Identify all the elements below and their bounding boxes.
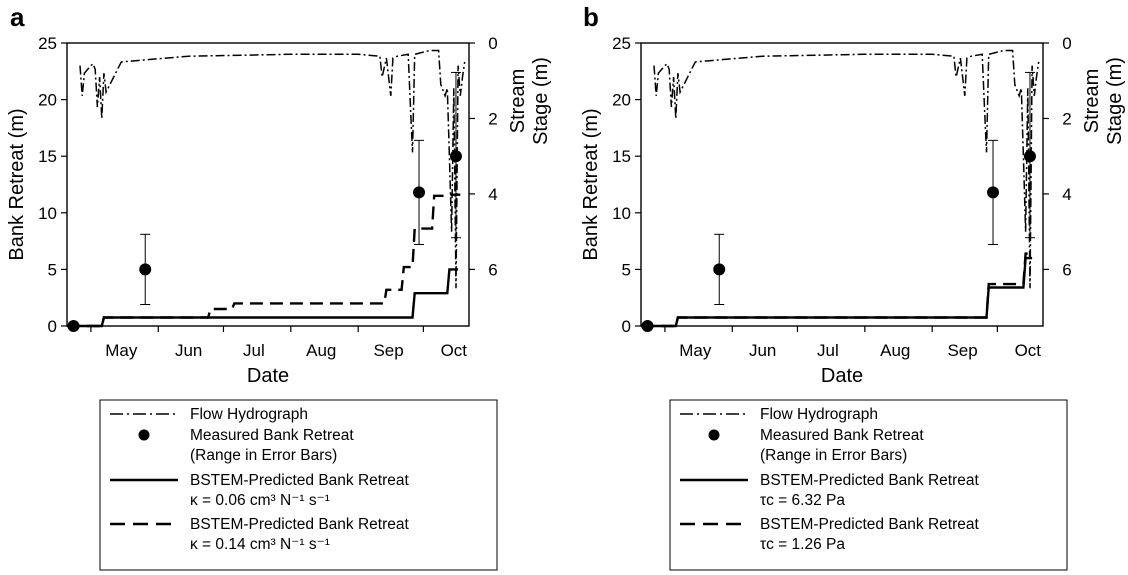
legend-label: BSTEM-Predicted Bank Retreat (760, 472, 980, 489)
legend: Flow Hydrograph Measured Bank Retreat (Ran… (669, 399, 1068, 571)
legend-label: BSTEM-Predicted Bank Retreat (190, 472, 410, 489)
y2-tick-label: 2 (488, 109, 497, 128)
panel-label: b (583, 2, 599, 32)
y-tick-label: 5 (622, 260, 631, 279)
plot-frame (640, 42, 1044, 327)
legend-label: Flow Hydrograph (760, 406, 878, 423)
legend-box (99, 399, 498, 571)
chart-panel-a: a 0 5 10 15 20 25 0 2 4 6 May Jun Jul Aug Sep Oct Date Ban… (6, 2, 552, 571)
x-axis-label: Date (821, 365, 863, 387)
legend-label: BSTEM-Predicted Bank Retreat (760, 516, 980, 533)
x-tick-label: May (679, 341, 712, 360)
y2-tick-label: 6 (1062, 260, 1071, 279)
legend-label: Measured Bank Retreat (760, 427, 924, 444)
y-tick-label: 0 (622, 317, 631, 336)
x-tick-label: Jul (243, 341, 265, 360)
legend: Flow Hydrograph Measured Bank Retreat (Ran… (99, 399, 498, 571)
y-tick-label: 20 (38, 91, 57, 110)
measured-point (449, 150, 462, 163)
x-tick-label: Jun (175, 341, 202, 360)
x-tick-label: Aug (306, 341, 336, 360)
legend-label: κ = 0.06 cm³ N⁻¹ s⁻¹ (190, 492, 330, 509)
series-line-dash (67, 193, 461, 328)
legend-label: BSTEM-Predicted Bank Retreat (190, 516, 410, 533)
y2-axis-label: Stage (m) (530, 57, 552, 145)
series-line-dash-dot (653, 49, 1040, 289)
y-tick-label: 0 (48, 317, 57, 336)
y2-tick-label: 0 (488, 34, 497, 53)
y-tick-label: 10 (38, 204, 57, 223)
measured-point (1023, 150, 1036, 163)
panel-label: a (10, 2, 25, 32)
measured-point (413, 186, 426, 199)
chart-panel-b: b 0 5 10 15 20 25 0 2 4 6 May Jun Jul Aug Sep Oct Date Ban… (580, 2, 1126, 571)
x-tick-label: Jun (749, 341, 776, 360)
x-tick-label: Jul (817, 341, 839, 360)
y2-tick-label: 2 (1062, 109, 1071, 128)
y-tick-label: 15 (612, 147, 631, 166)
legend-box (669, 399, 1068, 571)
y-tick-label: 5 (48, 260, 57, 279)
y-tick-label: 25 (612, 34, 631, 53)
y-tick-label: 15 (38, 147, 57, 166)
measured-point (713, 263, 726, 276)
x-tick-label: Sep (947, 341, 977, 360)
legend-label: τc = 6.32 Pa (760, 492, 845, 509)
x-tick-label: Oct (441, 341, 468, 360)
x-tick-label: Aug (880, 341, 910, 360)
legend-marker (138, 429, 150, 441)
y-tick-label: 20 (612, 91, 631, 110)
y-axis-label: Bank Retreat (m) (580, 108, 602, 260)
measured-point (641, 320, 654, 332)
y2-axis-label: Stage (m) (1104, 57, 1126, 145)
series-line-dash (641, 252, 1033, 328)
legend-label: Measured Bank Retreat (190, 427, 354, 444)
series-line-dash-dot (79, 49, 466, 289)
plot-frame (66, 42, 470, 327)
legend-label: κ = 0.14 cm³ N⁻¹ s⁻¹ (190, 536, 330, 553)
y2-tick-label: 4 (1062, 185, 1071, 204)
legend-label: (Range in Error Bars) (760, 447, 907, 464)
series-line-solid (67, 268, 459, 328)
y2-tick-label: 4 (488, 185, 497, 204)
legend-label: τc = 1.26 Pa (760, 536, 845, 553)
y2-axis-label: Stream (1081, 69, 1103, 133)
x-tick-label: May (105, 341, 138, 360)
x-axis-label: Date (247, 365, 289, 387)
legend-label: (Range in Error Bars) (190, 447, 337, 464)
y2-tick-label: 6 (488, 260, 497, 279)
y-tick-label: 25 (38, 34, 57, 53)
x-tick-label: Oct (1015, 341, 1042, 360)
y-tick-label: 10 (612, 204, 631, 223)
y-axis-label: Bank Retreat (m) (6, 108, 28, 260)
measured-point (987, 186, 1000, 199)
x-tick-label: Sep (373, 341, 403, 360)
measured-point (67, 320, 80, 332)
legend-marker (708, 429, 720, 441)
legend-label: Flow Hydrograph (190, 406, 308, 423)
y2-tick-label: 0 (1062, 34, 1071, 53)
measured-point (139, 263, 152, 276)
y2-axis-label: Stream (507, 69, 529, 133)
series-line-solid (641, 256, 1033, 328)
